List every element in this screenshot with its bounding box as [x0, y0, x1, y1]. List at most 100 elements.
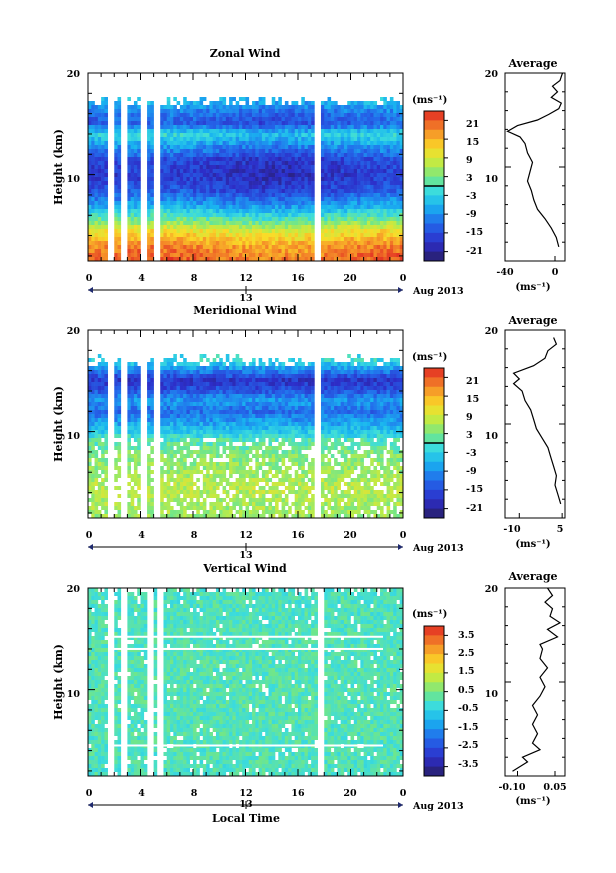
heatmap-cell [91, 446, 95, 450]
heatmap-cell [252, 129, 256, 133]
heatmap-cell [229, 165, 233, 169]
heatmap-cell [301, 245, 305, 249]
heatmap-cell [350, 113, 355, 117]
heatmap-cell [360, 189, 364, 193]
heatmap-cell [88, 205, 92, 209]
heatmap-cell [284, 245, 289, 249]
heatmap-cell [215, 494, 220, 498]
heatmap-cell [176, 486, 181, 490]
heatmap-cell [248, 201, 253, 205]
heatmap-cell [288, 213, 292, 217]
heatmap-cell [245, 165, 250, 169]
heatmap-cell [163, 414, 168, 418]
heatmap-cell [130, 418, 135, 422]
heatmap-cell [268, 197, 273, 201]
heatmap-cell [360, 209, 364, 213]
heatmap-cell [101, 213, 105, 217]
heatmap-cell [176, 462, 181, 466]
heatmap-cell [101, 498, 105, 502]
heatmap-cell [189, 193, 194, 197]
heatmap-cell [347, 157, 351, 161]
heatmap-cell [215, 157, 220, 161]
heatmap-cell [94, 141, 99, 145]
heatmap-cell [117, 494, 122, 498]
heatmap-cell [173, 161, 177, 165]
meridional-title: Meridional Wind [193, 304, 297, 317]
heatmap-cell [170, 490, 174, 494]
heatmap-cell [196, 486, 200, 490]
heatmap-cell [160, 237, 164, 241]
heatmap-cell [117, 145, 122, 149]
heatmap-cell [170, 185, 174, 189]
heatmap-cell [147, 490, 151, 494]
heatmap-cell [275, 213, 279, 217]
heatmap-cell [222, 386, 227, 390]
heatmap-cell [94, 105, 99, 109]
heatmap-cell [304, 245, 309, 249]
heatmap-cell [209, 474, 213, 478]
heatmap-cell [340, 241, 345, 245]
heatmap-cell [222, 121, 227, 125]
heatmap-cell [229, 253, 233, 257]
heatmap-cell [173, 177, 177, 181]
heatmap-cell [127, 410, 131, 414]
heatmap-cell [133, 221, 138, 225]
heatmap-cell [363, 181, 368, 185]
heatmap-cell [288, 177, 292, 181]
heatmap-cell [101, 514, 105, 518]
heatmap-cell [97, 185, 102, 189]
heatmap-cell [353, 137, 358, 141]
heatmap-cell [350, 241, 355, 245]
zonal-average-frame [504, 72, 566, 262]
heatmap-cell [166, 193, 171, 197]
heatmap-cell [199, 386, 204, 390]
heatmap-cell [189, 486, 194, 490]
heatmap-cell [176, 410, 181, 414]
heatmap-cell [163, 233, 168, 237]
heatmap-cell [193, 129, 197, 133]
heatmap-cell [179, 225, 184, 229]
heatmap-cell [176, 109, 181, 113]
heatmap-cell [170, 358, 174, 362]
heatmap-cell [261, 113, 266, 117]
heatmap-cell [222, 157, 227, 161]
heatmap-cell [97, 486, 102, 490]
heatmap-cell [114, 101, 118, 105]
heatmap-cell [380, 165, 384, 169]
heatmap-cell [196, 253, 200, 257]
heatmap-cell [130, 510, 135, 514]
heatmap-cell [281, 161, 286, 165]
heatmap-cell [366, 157, 371, 161]
heatmap-cell [373, 221, 378, 225]
heatmap-cell [248, 241, 253, 245]
heatmap-cell [212, 406, 217, 410]
heatmap-cell [278, 213, 282, 217]
heatmap-cell [196, 217, 200, 221]
heatmap-cell [389, 149, 394, 153]
heatmap-cell [242, 426, 246, 430]
heatmap-cell [370, 249, 374, 253]
heatmap-cell [258, 241, 263, 245]
heatmap-cell [383, 233, 387, 237]
heatmap-cell [94, 201, 99, 205]
heatmap-cell [238, 117, 243, 121]
heatmap-cell [137, 141, 141, 145]
heatmap-cell [389, 157, 394, 161]
heatmap-cell [380, 205, 384, 209]
heatmap-cell [193, 257, 197, 261]
zonal-cbar-unit: (ms⁻¹) [412, 95, 447, 106]
heatmap-cell [219, 462, 223, 466]
heatmap-cell [225, 137, 230, 141]
heatmap-cell [281, 109, 286, 113]
heatmap-cell [229, 113, 233, 117]
heatmap-cell [353, 225, 358, 229]
heatmap-cell [219, 430, 223, 434]
heatmap-cell [294, 201, 299, 205]
heatmap-cell [288, 149, 292, 153]
heatmap-cell [117, 105, 122, 109]
heatmap-cell [242, 229, 246, 233]
heatmap-cell [97, 418, 102, 422]
heatmap-cell [330, 133, 335, 137]
heatmap-cell [229, 418, 233, 422]
heatmap-cell [225, 237, 230, 241]
